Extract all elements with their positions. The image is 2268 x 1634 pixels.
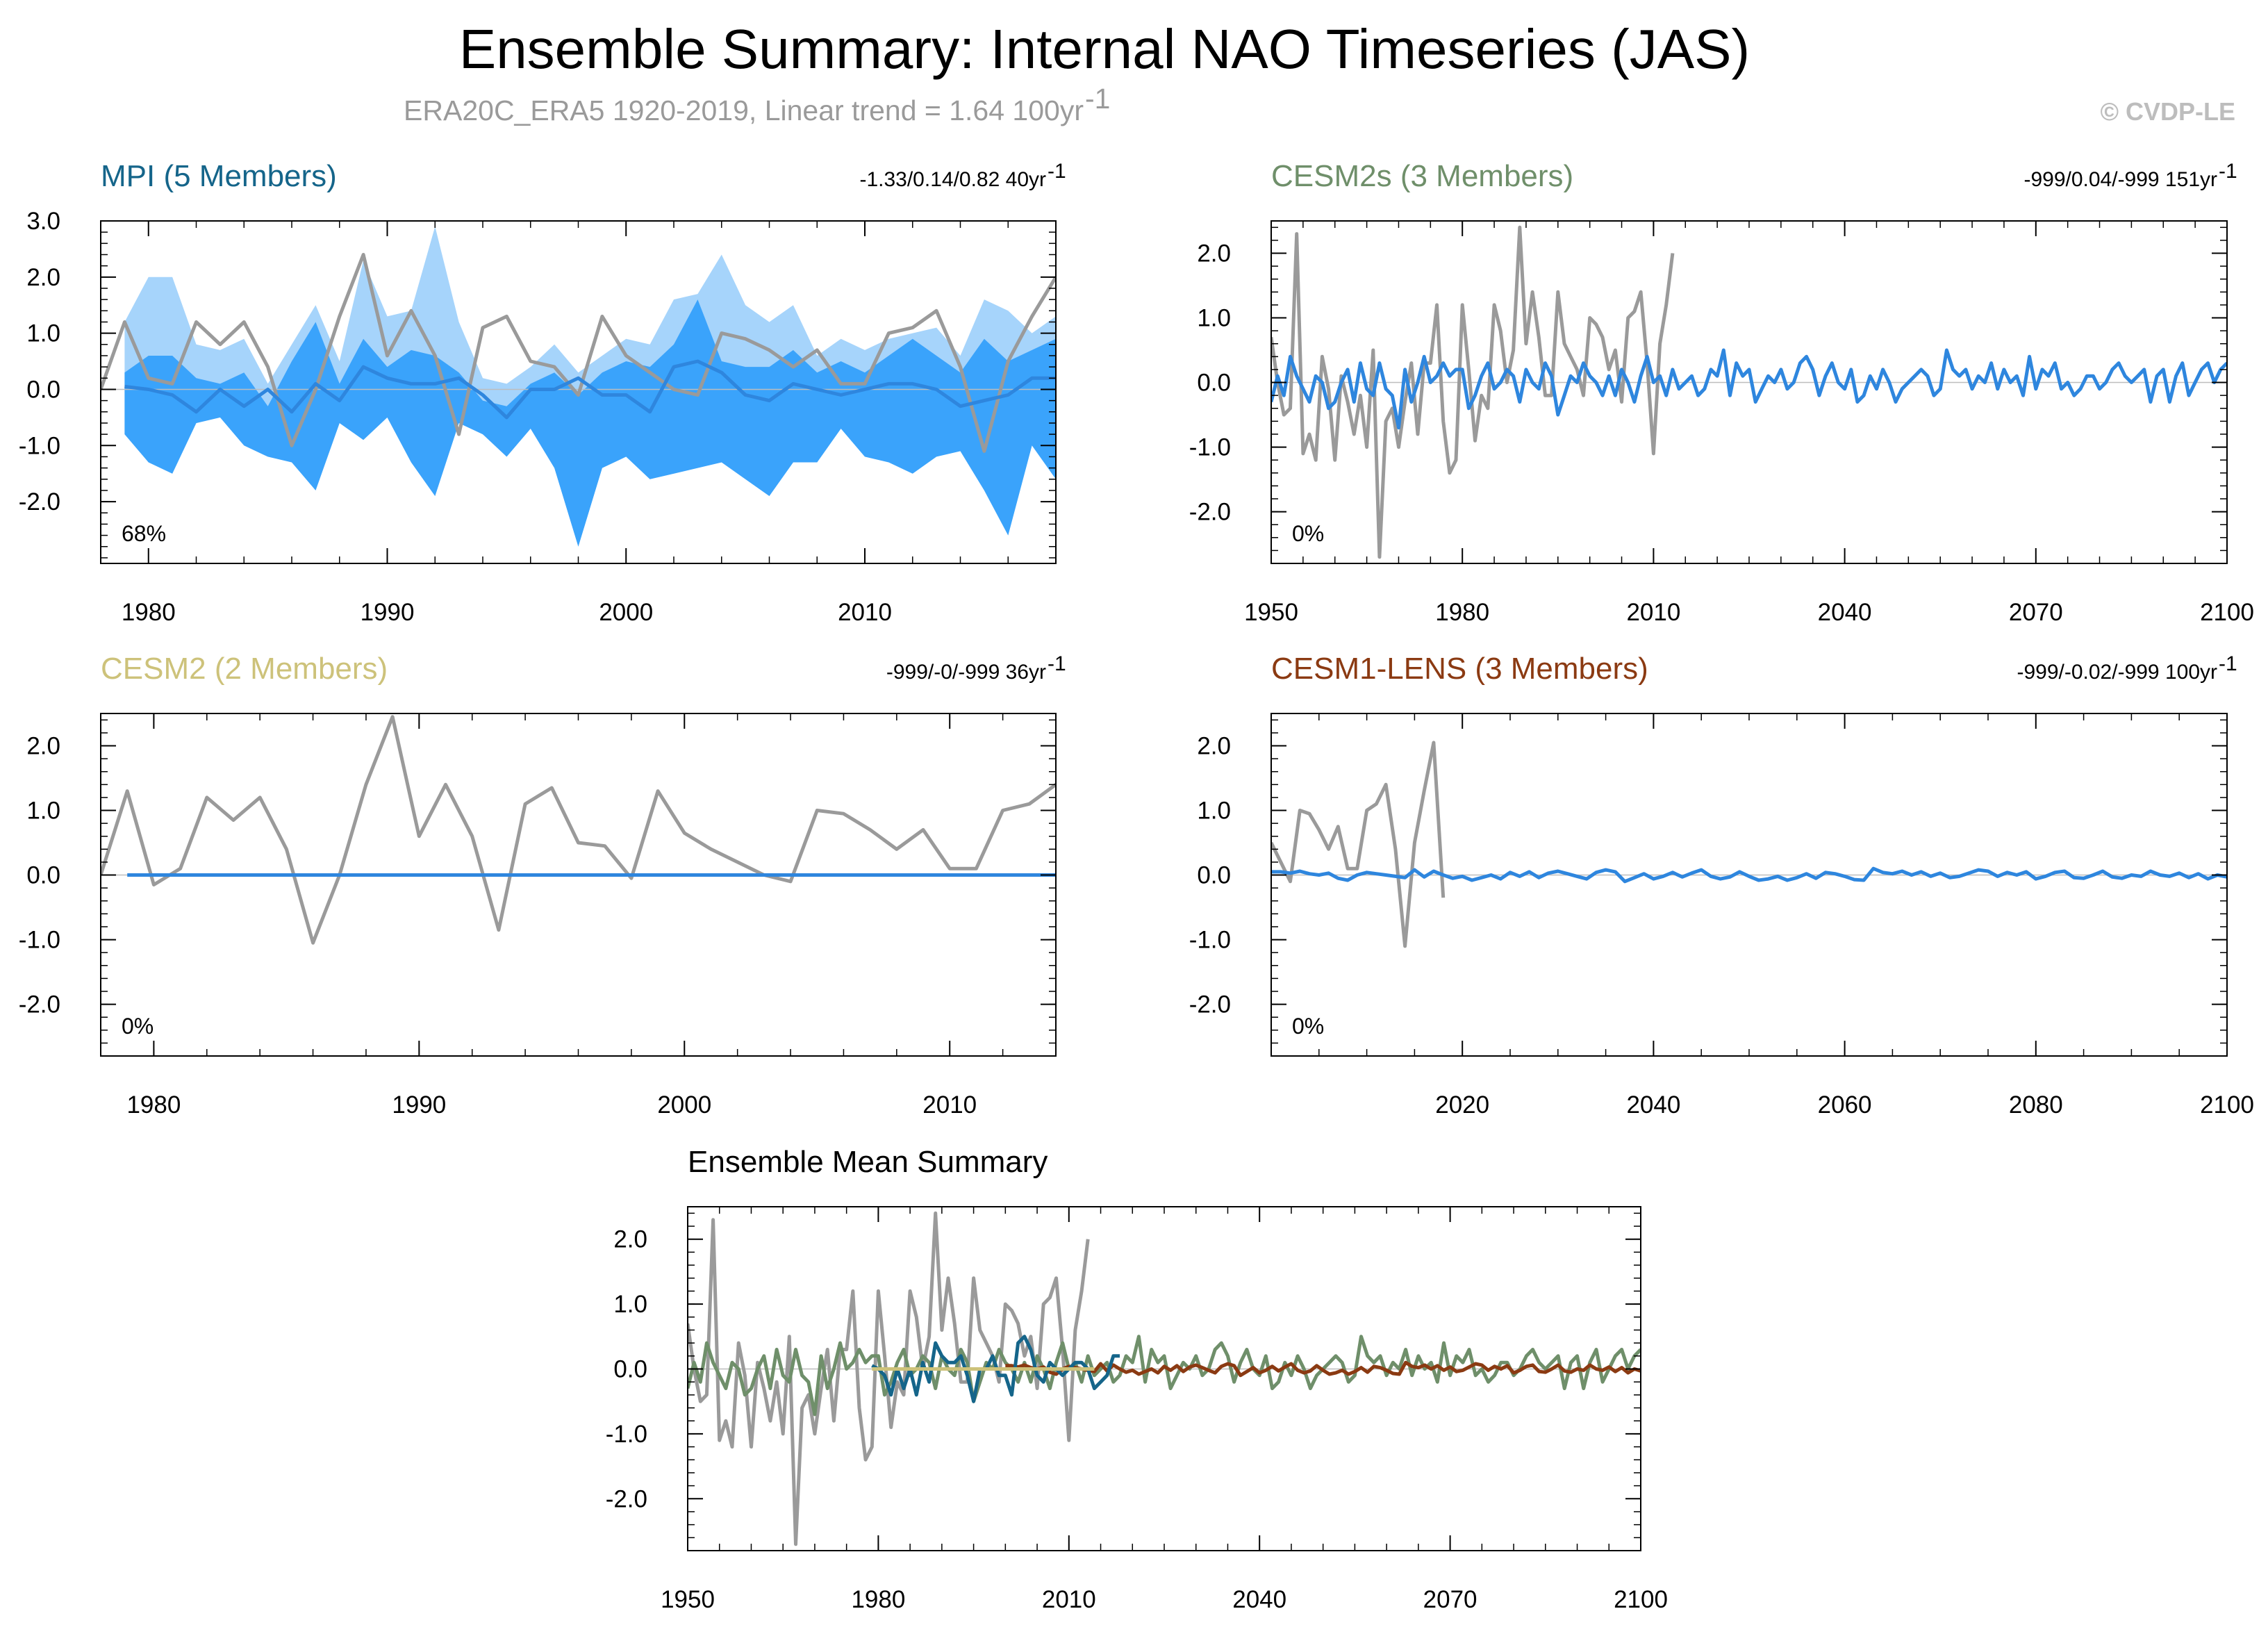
y-tick-label: 2.0 bbox=[1197, 733, 1231, 760]
observed-series-line bbox=[1271, 225, 1675, 559]
y-tick-label: 1.0 bbox=[1197, 798, 1231, 825]
y-tick-label: 0.0 bbox=[613, 1355, 647, 1383]
x-tick-label: 2040 bbox=[1818, 599, 1872, 626]
panel-cesm1-lens: CESM1-LENS (3 Members) -999/-0.02/-999 10… bbox=[1189, 652, 2254, 1119]
x-tick-label: 2000 bbox=[657, 1091, 711, 1119]
figure-subtitle-superscript: -1 bbox=[1085, 83, 1110, 115]
plot-frame bbox=[1270, 713, 2228, 1057]
x-tick-label: 2070 bbox=[1423, 1586, 1477, 1613]
y-tick-label: 0.0 bbox=[26, 862, 60, 889]
y-tick-label: 2.0 bbox=[26, 733, 60, 760]
x-tick-label: 2100 bbox=[2200, 599, 2254, 626]
y-tick-label: 1.0 bbox=[613, 1291, 647, 1318]
spread-inner-band bbox=[124, 299, 1056, 547]
panel-title: CESM1-LENS (3 Members) bbox=[1271, 652, 1648, 686]
x-tick-label: 2100 bbox=[2200, 1091, 2254, 1119]
figure-title: Ensemble Summary: Internal NAO Timeserie… bbox=[459, 18, 1750, 80]
figure-subtitle: ERA20C_ERA5 1920-2019, Linear trend = 1.… bbox=[404, 94, 1084, 126]
panel-stats: -999/0.04/-999 151yr bbox=[2023, 168, 2217, 191]
y-tick-label: -2.0 bbox=[606, 1485, 647, 1512]
x-tick-label: 1950 bbox=[661, 1586, 715, 1613]
y-tick-label: 0.0 bbox=[1197, 862, 1231, 889]
observed-series-line bbox=[101, 253, 1056, 453]
cesm2s-mean-line bbox=[688, 1335, 1641, 1417]
y-tick-label: -2.0 bbox=[19, 991, 60, 1018]
panel-mpi: MPI (5 Members) -1.33/0.14/0.82 40yr -1 198… bbox=[19, 159, 1066, 626]
percent-label: 0% bbox=[1292, 1014, 1324, 1039]
x-tick-label: 2100 bbox=[1614, 1586, 1668, 1613]
plot-area bbox=[1271, 225, 2227, 559]
y-tick-label: 2.0 bbox=[613, 1226, 647, 1253]
panel-stats-superscript: -1 bbox=[2219, 160, 2237, 183]
y-tick-label: 2.0 bbox=[26, 264, 60, 291]
panel-stats-superscript: -1 bbox=[1048, 652, 1066, 675]
y-tick-label: 1.0 bbox=[26, 798, 60, 825]
panel-stats: -1.33/0.14/0.82 40yr bbox=[859, 168, 1046, 191]
panel-title: MPI (5 Members) bbox=[101, 159, 337, 193]
ensemble-mean-line bbox=[1271, 348, 2227, 430]
y-tick-label: -1.0 bbox=[1189, 434, 1231, 461]
y-tick-label: 0.0 bbox=[26, 376, 60, 403]
x-tick-label: 2040 bbox=[1232, 1586, 1286, 1613]
y-tick-label: 1.0 bbox=[26, 320, 60, 347]
x-tick-label: 2010 bbox=[1042, 1586, 1096, 1613]
x-tick-label: 2010 bbox=[922, 1091, 977, 1119]
y-tick-label: -2.0 bbox=[1189, 499, 1231, 526]
mpi-mean-line bbox=[871, 1335, 1120, 1403]
panels-layer: MPI (5 Members) -1.33/0.14/0.82 40yr -1198… bbox=[19, 159, 2254, 1613]
ensemble-mean-line bbox=[1271, 866, 2227, 884]
panel-stats: -999/-0.02/-999 100yr bbox=[2017, 661, 2217, 684]
plot-area bbox=[101, 715, 1056, 945]
x-tick-label: 2010 bbox=[838, 599, 892, 626]
y-tick-label: 2.0 bbox=[1197, 240, 1231, 267]
x-tick-label: 1980 bbox=[851, 1586, 905, 1613]
y-tick-label: -1.0 bbox=[19, 927, 60, 954]
plot-frame bbox=[100, 713, 1057, 1057]
plot-area bbox=[101, 226, 1056, 547]
x-tick-label: 1980 bbox=[122, 599, 176, 626]
y-tick-label: 1.0 bbox=[1197, 305, 1231, 332]
ensemble-mean-line bbox=[124, 359, 1056, 420]
observed-series-line bbox=[101, 715, 1056, 945]
y-tick-label: -2.0 bbox=[19, 488, 60, 515]
panel-title: CESM2s (3 Members) bbox=[1271, 159, 1573, 193]
x-tick-label: 2080 bbox=[2009, 1091, 2063, 1119]
panel-cesm2s: CESM2s (3 Members) -999/0.04/-999 151yr -1… bbox=[1189, 159, 2254, 626]
x-tick-label: 2000 bbox=[599, 599, 653, 626]
plot-area bbox=[688, 1211, 1641, 1546]
x-tick-label: 1980 bbox=[1435, 599, 1489, 626]
percent-label: 0% bbox=[1292, 521, 1324, 546]
panel-stats-superscript: -1 bbox=[1048, 160, 1066, 183]
credit-label: © CVDP-LE bbox=[2100, 97, 2235, 126]
x-tick-label: 2020 bbox=[1435, 1091, 1489, 1119]
x-tick-label: 1980 bbox=[126, 1091, 181, 1119]
y-tick-label: 0.0 bbox=[1197, 370, 1231, 397]
x-tick-label: 2070 bbox=[2009, 599, 2063, 626]
x-tick-label: 1990 bbox=[361, 599, 415, 626]
plot-area bbox=[1271, 741, 2227, 948]
panel-title: CESM2 (2 Members) bbox=[101, 652, 388, 686]
panel-stats-superscript: -1 bbox=[2219, 652, 2237, 675]
panel-stats: -999/-0/-999 36yr bbox=[886, 661, 1046, 684]
y-tick-label: 3.0 bbox=[26, 208, 60, 235]
y-tick-label: -1.0 bbox=[606, 1421, 647, 1448]
x-tick-label: 1990 bbox=[392, 1091, 446, 1119]
x-tick-label: 2040 bbox=[1626, 1091, 1680, 1119]
percent-label: 0% bbox=[122, 1014, 154, 1039]
observed-series-line bbox=[1271, 741, 1446, 948]
x-tick-label: 1950 bbox=[1244, 599, 1298, 626]
panel-cesm2: CESM2 (2 Members) -999/-0/-999 36yr -1 1980… bbox=[19, 652, 1066, 1119]
panel-title: Ensemble Mean Summary bbox=[688, 1145, 1048, 1179]
x-tick-label: 2010 bbox=[1626, 599, 1680, 626]
percent-label: 68% bbox=[122, 521, 166, 546]
y-tick-label: -2.0 bbox=[1189, 991, 1231, 1018]
x-tick-label: 2060 bbox=[1818, 1091, 1872, 1119]
y-tick-label: -1.0 bbox=[19, 432, 60, 459]
y-tick-label: -1.0 bbox=[1189, 927, 1231, 954]
panel-ensemble-mean-summary: Ensemble Mean Summary 1950 1980 2010 2040 207… bbox=[606, 1145, 1668, 1613]
